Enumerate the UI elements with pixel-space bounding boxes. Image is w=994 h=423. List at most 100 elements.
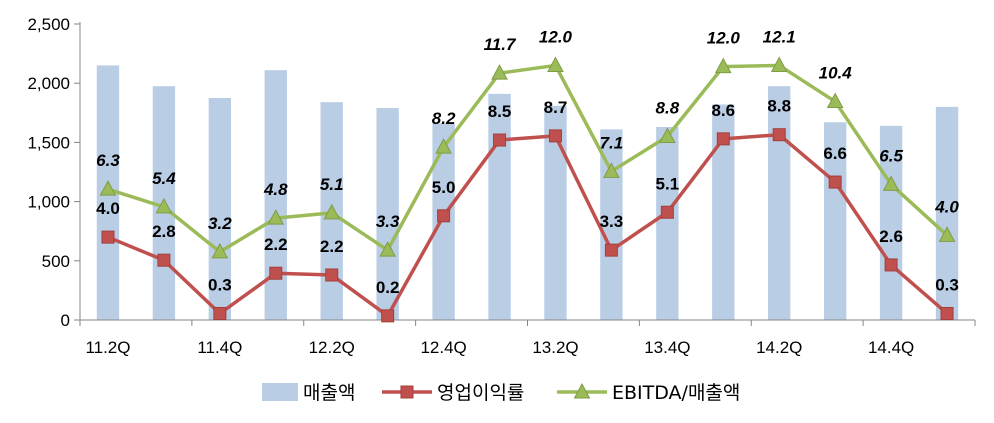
revenue-bars	[96, 65, 959, 321]
x-tick-label: 14.2Q	[756, 338, 802, 357]
operating-margin-label: 0.3	[935, 275, 959, 294]
revenue-bar	[935, 106, 959, 320]
operating-margin-label: 8.7	[544, 98, 568, 117]
revenue-bar	[208, 98, 232, 320]
ebitda-margin-label: 5.4	[152, 169, 176, 188]
operating-margin-series: 4.0 2.8 0.3 2.2 2.2 0.2 5.0 8.5 8.7 3.3 5.1 8.6 8.8 6…	[96, 97, 959, 323]
x-tick-label: 11.4Q	[197, 338, 242, 357]
ebitda-margin-marker	[770, 56, 788, 72]
operating-margin-label: 4.0	[96, 199, 120, 218]
operating-margin-marker	[101, 230, 115, 244]
ebitda-margin-marker	[938, 226, 956, 242]
operating-margin-label: 8.6	[711, 101, 735, 120]
y-tick-label: 2,000	[27, 74, 70, 93]
axes: 0 500 1,000 1,500 2,000 2,500 11.2Q 11.4Q 12.2Q 1…	[27, 15, 976, 357]
revenue-bar	[376, 108, 399, 321]
ebitda-margin-label: 8.2	[432, 109, 456, 128]
revenue-bar	[656, 127, 679, 321]
ebitda-margin-label: 4.8	[263, 180, 288, 199]
ebitda-margin-label: 11.7	[484, 35, 517, 54]
operating-margin-label: 8.5	[488, 102, 512, 121]
y-tick-label: 1,500	[27, 133, 70, 152]
operating-margin-marker	[604, 243, 618, 257]
operating-margin-label: 2.6	[879, 227, 903, 246]
operating-margin-label: 2.2	[264, 235, 288, 254]
ebitda-margin-label: 5.1	[320, 175, 344, 194]
operating-margin-marker	[381, 309, 395, 323]
ebitda-margin-label: 12.0	[539, 27, 573, 46]
ebitda-margin-marker	[659, 127, 676, 143]
ebitda-margin-marker	[882, 175, 900, 191]
legend-operating-margin-marker	[400, 385, 414, 399]
operating-margin-marker	[437, 209, 451, 223]
ebitda-margin-label: 6.3	[96, 151, 120, 170]
operating-margin-label: 5.1	[656, 174, 680, 193]
operating-margin-label: 3.3	[600, 212, 624, 231]
ebitda-margin-marker	[99, 180, 117, 196]
operating-margin-marker	[772, 128, 786, 142]
ebitda-margin-label: 7.1	[600, 133, 624, 152]
ebitda-margin-series: 6.3 5.4 3.2 4.8 5.1 3.3 8.2 11.7 12.0 7.1 8.8 12.0 1…	[96, 27, 959, 259]
ebitda-margin-label: 3.2	[208, 214, 232, 233]
revenue-bar	[264, 70, 287, 321]
legend-ebitda-marker	[573, 382, 591, 399]
ebitda-margin-marker	[603, 162, 620, 178]
ebitda-margin-marker	[714, 57, 732, 74]
y-tick-label: 500	[42, 252, 70, 271]
ebitda-margin-marker	[211, 242, 229, 259]
legend: 매출액 영업이익률 EBITDA/매출액	[262, 382, 740, 404]
operating-margin-marker	[716, 132, 730, 146]
operating-margin-marker	[548, 129, 562, 143]
ebitda-margin-label: 10.4	[819, 64, 853, 83]
revenue-bar	[488, 93, 511, 320]
x-tick-label: 11.2Q	[85, 338, 130, 357]
operating-margin-marker	[157, 253, 171, 267]
operating-margin-marker	[660, 205, 674, 219]
operating-margin-label: 0.3	[208, 275, 232, 294]
x-tick-label: 12.4Q	[420, 338, 466, 357]
operating-margin-marker	[828, 175, 842, 189]
ebitda-margin-marker	[435, 138, 452, 154]
legend-operating-margin-label: 영업이익률	[437, 382, 524, 404]
operating-margin-line	[107, 132, 949, 318]
ebitda-margin-marker	[379, 241, 396, 257]
ebitda-margin-label: 3.3	[376, 212, 400, 231]
operating-margin-marker	[493, 133, 507, 147]
legend-ebitda-label: EBITDA/매출액	[612, 382, 740, 404]
ebitda-margin-label: 6.5	[879, 146, 903, 165]
ebitda-margin-marker	[267, 209, 285, 225]
y-tick-label: 2,500	[27, 15, 70, 34]
ebitda-margin-label: 12.0	[707, 29, 741, 48]
operating-margin-marker	[884, 258, 898, 272]
operating-margin-label: 8.8	[767, 97, 791, 116]
ebitda-margin-marker	[547, 56, 564, 72]
ebitda-margin-label: 12.1	[763, 27, 796, 46]
operating-margin-marker	[269, 266, 283, 280]
operating-margin-label: 0.2	[376, 278, 400, 297]
x-tick-label: 14.4Q	[868, 338, 914, 357]
x-tick-label: 13.4Q	[644, 338, 690, 357]
legend-revenue-label: 매출액	[303, 382, 355, 404]
operating-margin-label: 6.6	[823, 144, 847, 163]
operating-margin-marker	[213, 306, 227, 320]
revenue-bar	[712, 104, 735, 321]
operating-margin-label: 5.0	[432, 178, 456, 197]
ebitda-margin-label: 8.8	[656, 98, 680, 117]
y-tick-label: 1,000	[27, 193, 70, 212]
operating-margin-marker	[940, 306, 954, 320]
ebitda-margin-line	[107, 63, 949, 254]
x-tick-label: 13.2Q	[532, 338, 578, 357]
ebitda-margin-marker	[491, 64, 508, 80]
y-tick-label: 0	[61, 311, 70, 330]
revenue-bar	[823, 122, 847, 320]
ebitda-margin-label: 4.0	[934, 197, 959, 216]
legend-revenue-swatch	[262, 383, 298, 401]
revenue-bar	[544, 105, 567, 320]
ebitda-margin-marker	[155, 197, 173, 214]
revenue-bar	[768, 86, 791, 320]
x-tick-label: 12.2Q	[309, 338, 355, 357]
operating-margin-marker	[325, 268, 339, 282]
operating-margin-label: 2.2	[320, 237, 344, 256]
